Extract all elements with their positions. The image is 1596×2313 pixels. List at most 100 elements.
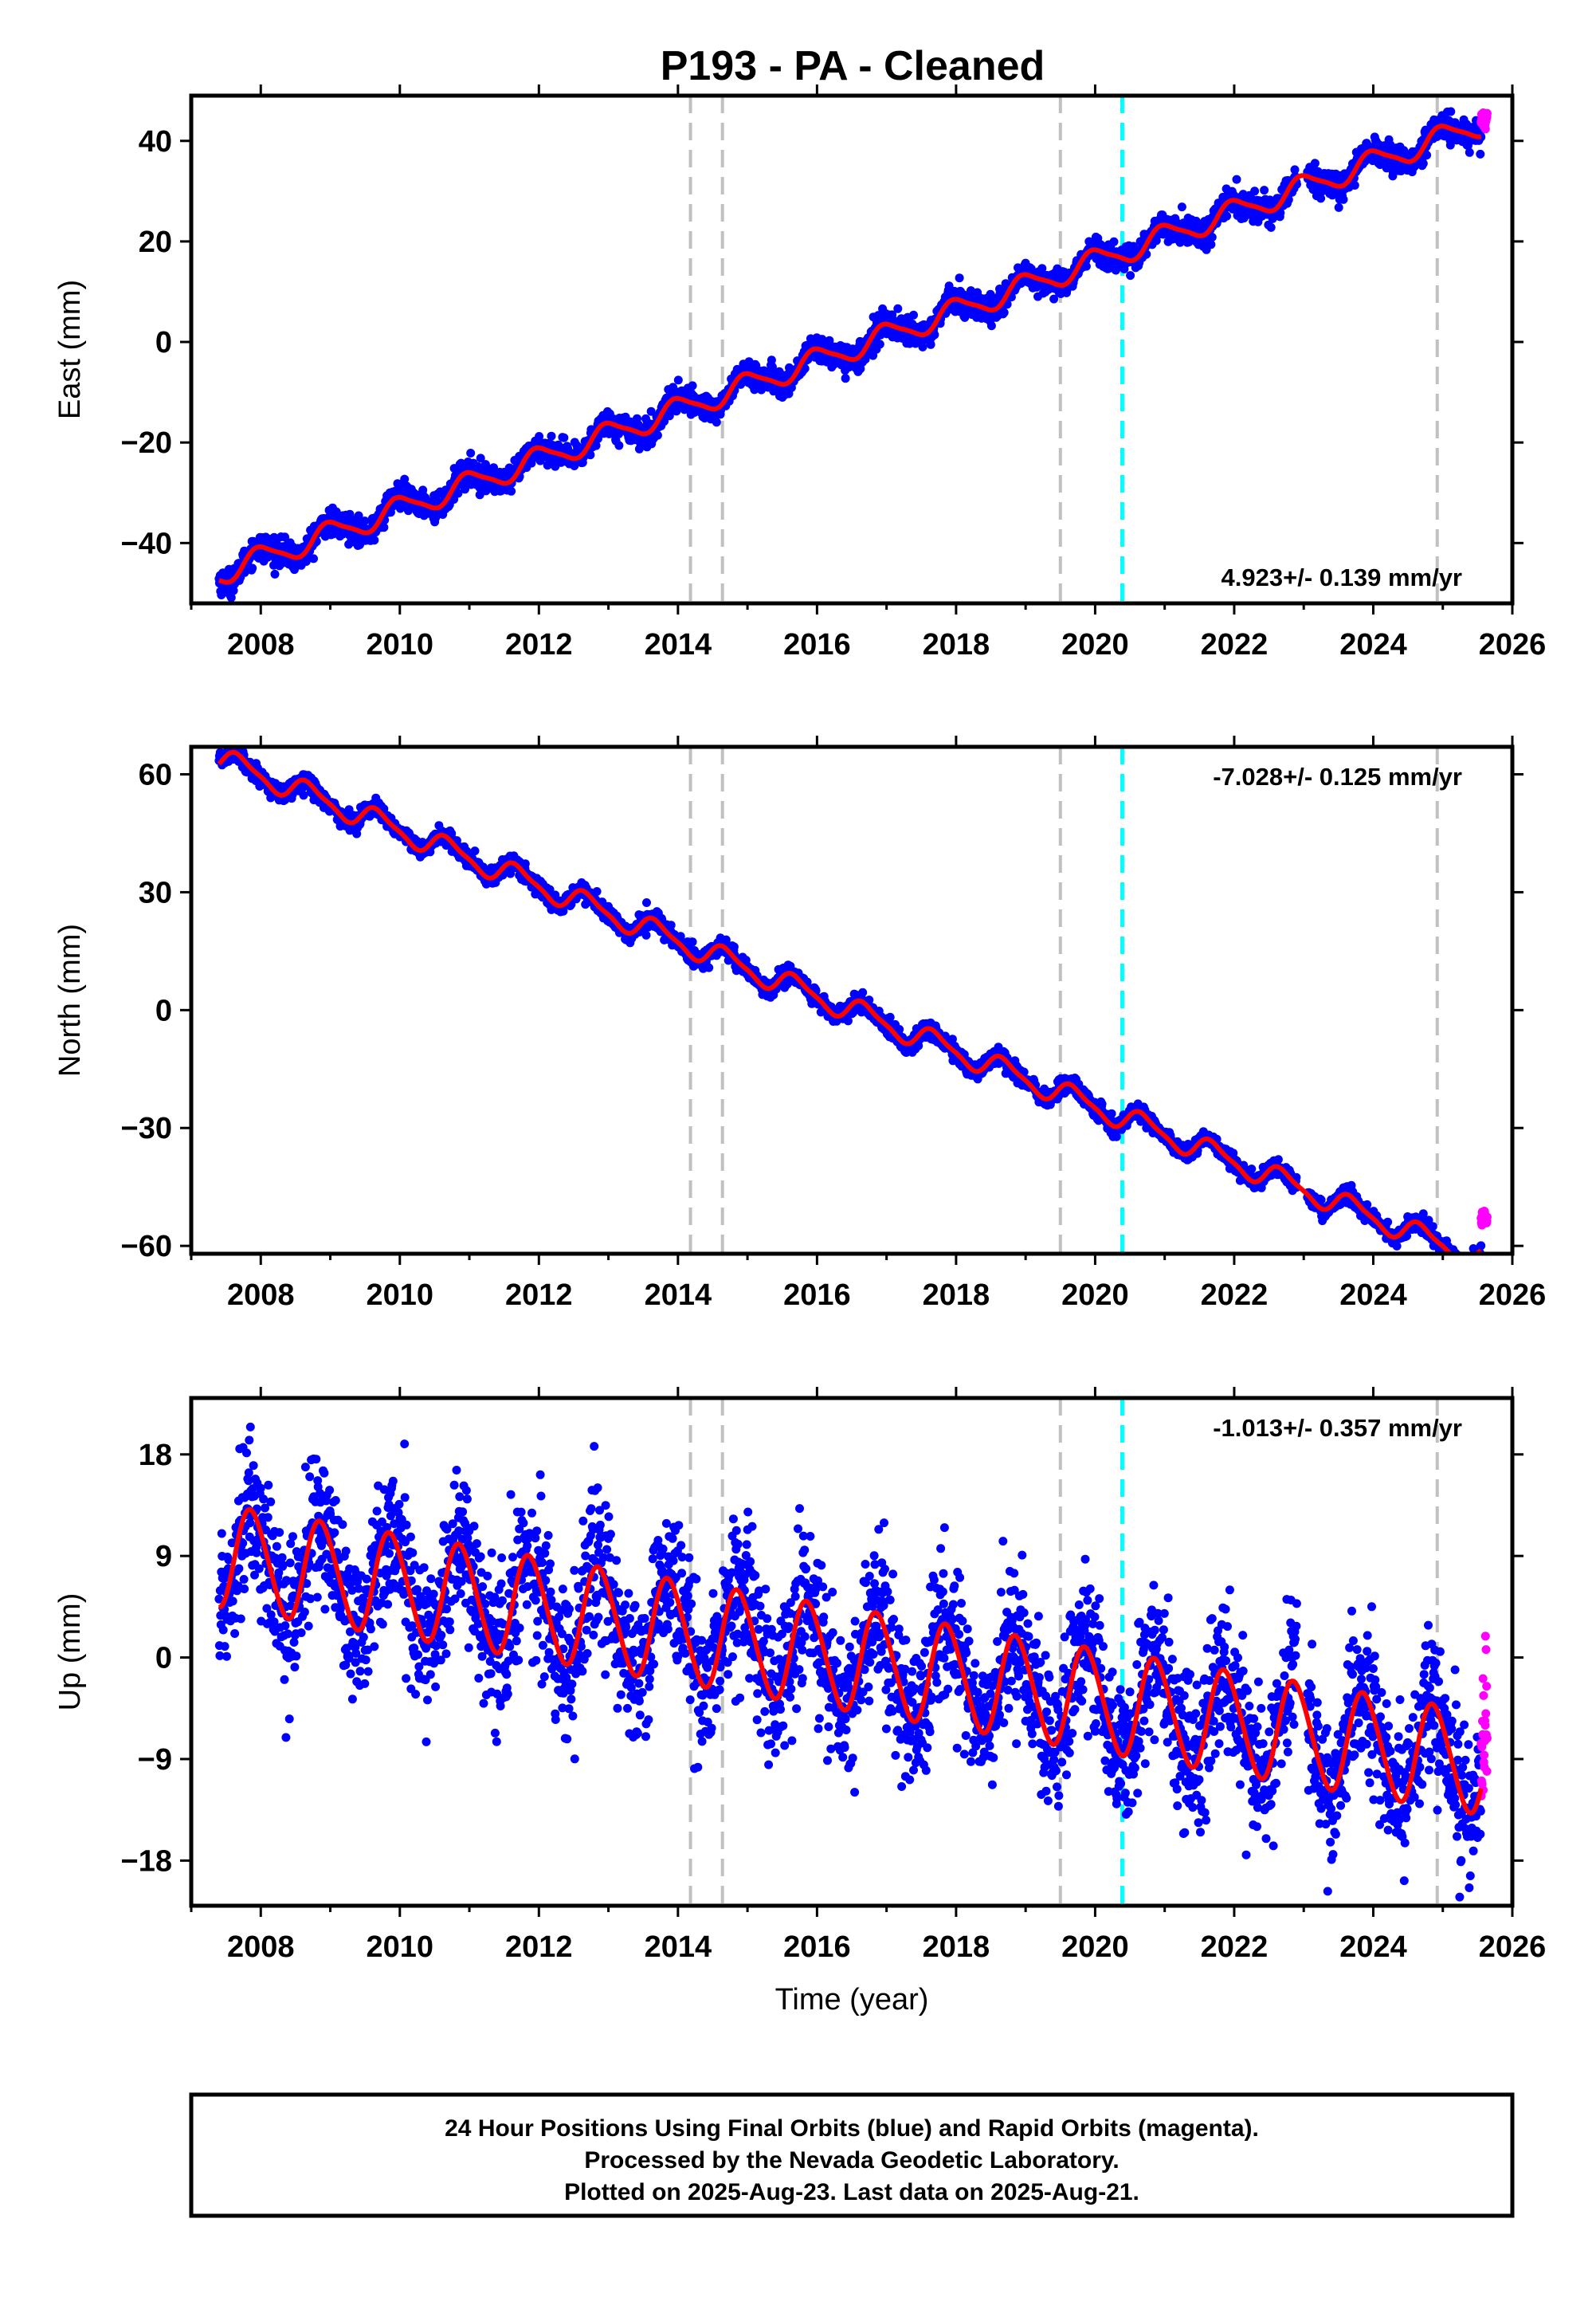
final-orbit-point: [476, 454, 485, 463]
x-tick-label: 2016: [783, 628, 851, 662]
model-fit-line: [218, 124, 1482, 585]
final-orbit-point: [875, 340, 884, 349]
final-orbit-point: [1177, 202, 1186, 212]
final-orbit-point: [354, 511, 363, 520]
final-orbit-point: [666, 921, 676, 930]
final-orbit-point: [1268, 214, 1277, 223]
y-tick-label: 20: [139, 226, 172, 259]
final-orbit-point: [360, 516, 370, 526]
rapid-orbit-point: [1482, 108, 1492, 118]
final-orbit-point: [930, 330, 939, 340]
final-orbit-point: [918, 342, 927, 351]
final-orbit-point: [400, 474, 410, 484]
final-orbit-point: [767, 355, 776, 365]
final-orbit-point: [999, 308, 1009, 317]
final-orbit-point: [1232, 175, 1241, 184]
final-orbit-point: [1049, 294, 1059, 304]
final-orbit-point: [955, 273, 964, 283]
final-orbit-point: [1310, 159, 1320, 168]
final-orbit-point: [270, 569, 280, 579]
y-tick-label: −40: [121, 527, 172, 560]
y-tick-label: 40: [139, 125, 172, 159]
final-orbit-point: [1422, 151, 1432, 160]
final-orbit-point: [507, 486, 516, 496]
plot-area: [214, 747, 1492, 1254]
plot-area: [214, 96, 1492, 603]
final-orbit-point: [520, 859, 530, 869]
rapid-orbit-point: [1480, 124, 1490, 134]
final-orbit-point: [309, 554, 318, 564]
figure-title: P193 - PA - Cleaned: [661, 43, 1045, 89]
final-orbit-point: [642, 898, 651, 907]
final-orbit-point: [653, 430, 662, 440]
final-orbit-point: [1418, 159, 1428, 168]
y-tick-label: 0: [155, 326, 172, 359]
final-orbit-point: [551, 890, 560, 900]
final-orbit-point: [379, 523, 389, 532]
final-orbit-point: [893, 304, 903, 313]
y-tick-label: −20: [121, 426, 172, 460]
final-orbit-point: [1206, 240, 1216, 249]
final-orbit-point: [545, 885, 555, 894]
east-panel: 2008 2010 2012 2014 2016 2018 2020 2022 2024 2026…: [53, 84, 1546, 662]
final-orbit-point: [470, 846, 480, 856]
final-orbit-point: [226, 593, 236, 603]
y-axis-label: East (mm): [53, 280, 87, 419]
final-orbit-point: [1290, 165, 1300, 175]
final-orbit-point: [926, 340, 935, 349]
final-orbit-point: [960, 312, 970, 322]
final-orbit-point: [1316, 194, 1326, 203]
final-orbit-point: [986, 321, 996, 331]
x-tick-label: 2008: [227, 628, 295, 662]
final-orbit-point: [418, 485, 428, 495]
x-tick-label: 2020: [1061, 628, 1129, 662]
final-orbit-point: [1445, 140, 1455, 150]
final-orbit-point: [559, 433, 569, 442]
rapid-orbit-points: [1476, 108, 1492, 134]
final-orbit-point: [1339, 194, 1348, 204]
final-orbit-point: [586, 450, 595, 460]
final-orbit-point: [1350, 181, 1359, 190]
x-tick-label: 2010: [367, 628, 434, 662]
final-orbit-point: [280, 532, 289, 542]
final-orbit-point: [660, 417, 669, 426]
final-orbit-point: [1222, 211, 1232, 221]
x-tick-label: 2026: [1479, 628, 1547, 662]
final-orbit-point: [1250, 187, 1260, 196]
final-orbit-point: [729, 942, 739, 952]
x-tick-label: 2022: [1201, 628, 1269, 662]
final-orbit-point: [688, 381, 697, 391]
x-tick-label: 2014: [645, 628, 712, 662]
final-orbit-point: [1207, 233, 1217, 242]
final-orbit-point: [299, 791, 308, 800]
final-orbit-point: [229, 586, 238, 595]
final-orbit-point: [704, 963, 714, 972]
x-tick-label: 2018: [923, 628, 990, 662]
final-orbit-point: [712, 418, 721, 427]
final-orbit-point: [1037, 264, 1047, 273]
final-orbit-point: [1465, 147, 1474, 157]
final-orbit-point: [1266, 222, 1276, 232]
north-panel: 2008 2010 2012 2014 2016 2018 2020 2022 2024 2026…: [53, 736, 1546, 1312]
final-orbit-point: [1126, 271, 1135, 281]
final-orbit-point: [592, 887, 602, 896]
final-orbit-point: [673, 375, 683, 385]
final-orbit-point: [1446, 107, 1456, 116]
final-orbit-point: [591, 441, 601, 450]
final-orbit-point: [800, 363, 810, 373]
final-orbit-point: [248, 564, 257, 573]
final-orbit-point: [1081, 261, 1091, 271]
final-orbit-point: [641, 930, 651, 940]
final-orbit-point: [646, 406, 656, 416]
final-orbit-point: [1109, 237, 1119, 246]
x-tick-label: 2012: [505, 628, 573, 662]
final-orbit-point: [909, 310, 918, 320]
final-orbit-point: [453, 489, 463, 498]
final-orbit-point: [1260, 186, 1269, 195]
final-orbit-point: [1276, 208, 1285, 218]
velocity-label: 4.923+/- 0.139 mm/yr: [1222, 564, 1462, 591]
final-orbit-point: [1334, 202, 1343, 212]
final-orbit-point: [688, 937, 697, 947]
final-orbit-point: [535, 432, 544, 441]
